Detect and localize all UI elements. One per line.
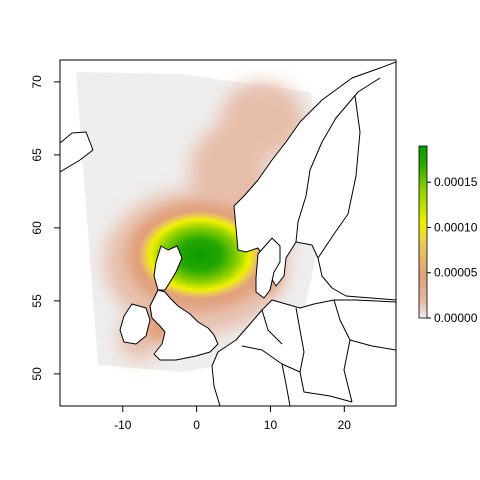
colorbar-ramp xyxy=(419,146,427,318)
y-tick-label: 55 xyxy=(30,294,44,308)
ireland-coast xyxy=(119,303,151,345)
colorbar-tick-label: 0.00015 xyxy=(434,175,478,189)
scotland-coast xyxy=(153,245,183,291)
colorbar-tick-label: 0.00000 xyxy=(434,311,478,325)
country-borders xyxy=(241,299,396,406)
x-tick-label: -10 xyxy=(114,418,132,432)
y-axis: 50 55 60 65 70 xyxy=(30,75,60,381)
colorbar-tick-label: 0.00005 xyxy=(434,266,478,280)
colorbar-legend: 0.00000 0.00005 0.00010 0.00015 xyxy=(418,145,478,325)
y-tick-label: 60 xyxy=(30,221,44,235)
y-tick-label: 50 xyxy=(30,367,44,381)
y-tick-label: 65 xyxy=(30,148,44,162)
x-axis: -10 0 10 20 xyxy=(114,406,351,432)
coastlines xyxy=(60,61,396,406)
x-tick-label: 0 xyxy=(193,418,200,432)
colorbar-frame xyxy=(418,145,428,319)
plot-frame xyxy=(59,59,397,407)
iceland-coast xyxy=(60,131,94,173)
colorbar-tick-label: 0.00010 xyxy=(434,220,478,234)
x-tick-label: 20 xyxy=(338,418,352,432)
jutland-coast xyxy=(255,237,281,299)
great-britain-coast xyxy=(149,289,219,361)
colorbar-ticks: 0.00000 0.00005 0.00010 0.00015 xyxy=(427,175,478,325)
finland-coast xyxy=(317,95,361,259)
sweden-norway-border xyxy=(295,77,381,243)
y-tick-label: 70 xyxy=(30,75,44,89)
x-tick-label: 10 xyxy=(264,418,278,432)
